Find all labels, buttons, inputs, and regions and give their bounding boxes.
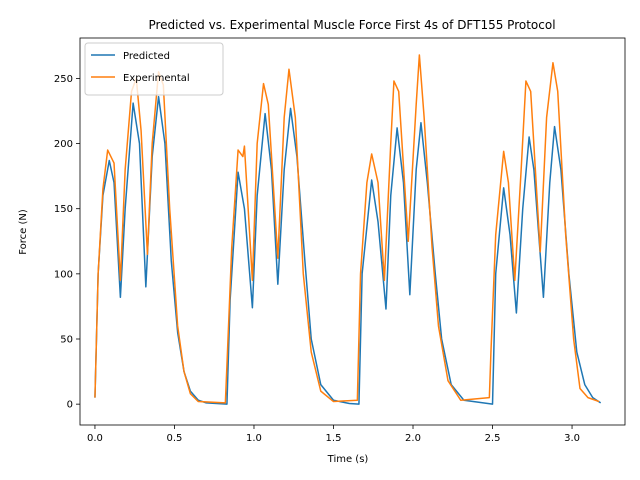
y-tick-label: 150 — [54, 204, 73, 215]
x-tick-label: 1.0 — [246, 433, 262, 444]
x-axis-label: Time (s) — [327, 454, 369, 465]
data-line — [94, 54, 600, 404]
legend-label: Experimental — [123, 73, 190, 84]
x-tick-label: 1.5 — [326, 433, 342, 444]
x-tick-label: 2.5 — [485, 433, 501, 444]
y-tick-label: 100 — [54, 269, 73, 280]
chart-title: Predicted vs. Experimental Muscle Force … — [148, 18, 555, 32]
x-tick-label: 0.5 — [167, 433, 183, 444]
plot-frame — [79, 37, 626, 426]
legend: Predicted Experimental — [84, 42, 224, 96]
data-line — [94, 95, 602, 405]
y-tick-label: 50 — [60, 335, 73, 346]
legend-label: Predicted — [123, 51, 170, 62]
legend-box — [84, 42, 224, 96]
x-tick-label: 0.0 — [87, 433, 103, 444]
x-tick-label: 3.0 — [564, 433, 580, 444]
y-axis-label: Force (N) — [18, 209, 29, 255]
x-tick-label: 2.0 — [405, 433, 421, 444]
y-tick-label: 250 — [54, 74, 73, 85]
y-tick-label: 0 — [67, 400, 73, 411]
y-tick-label: 200 — [54, 139, 73, 150]
